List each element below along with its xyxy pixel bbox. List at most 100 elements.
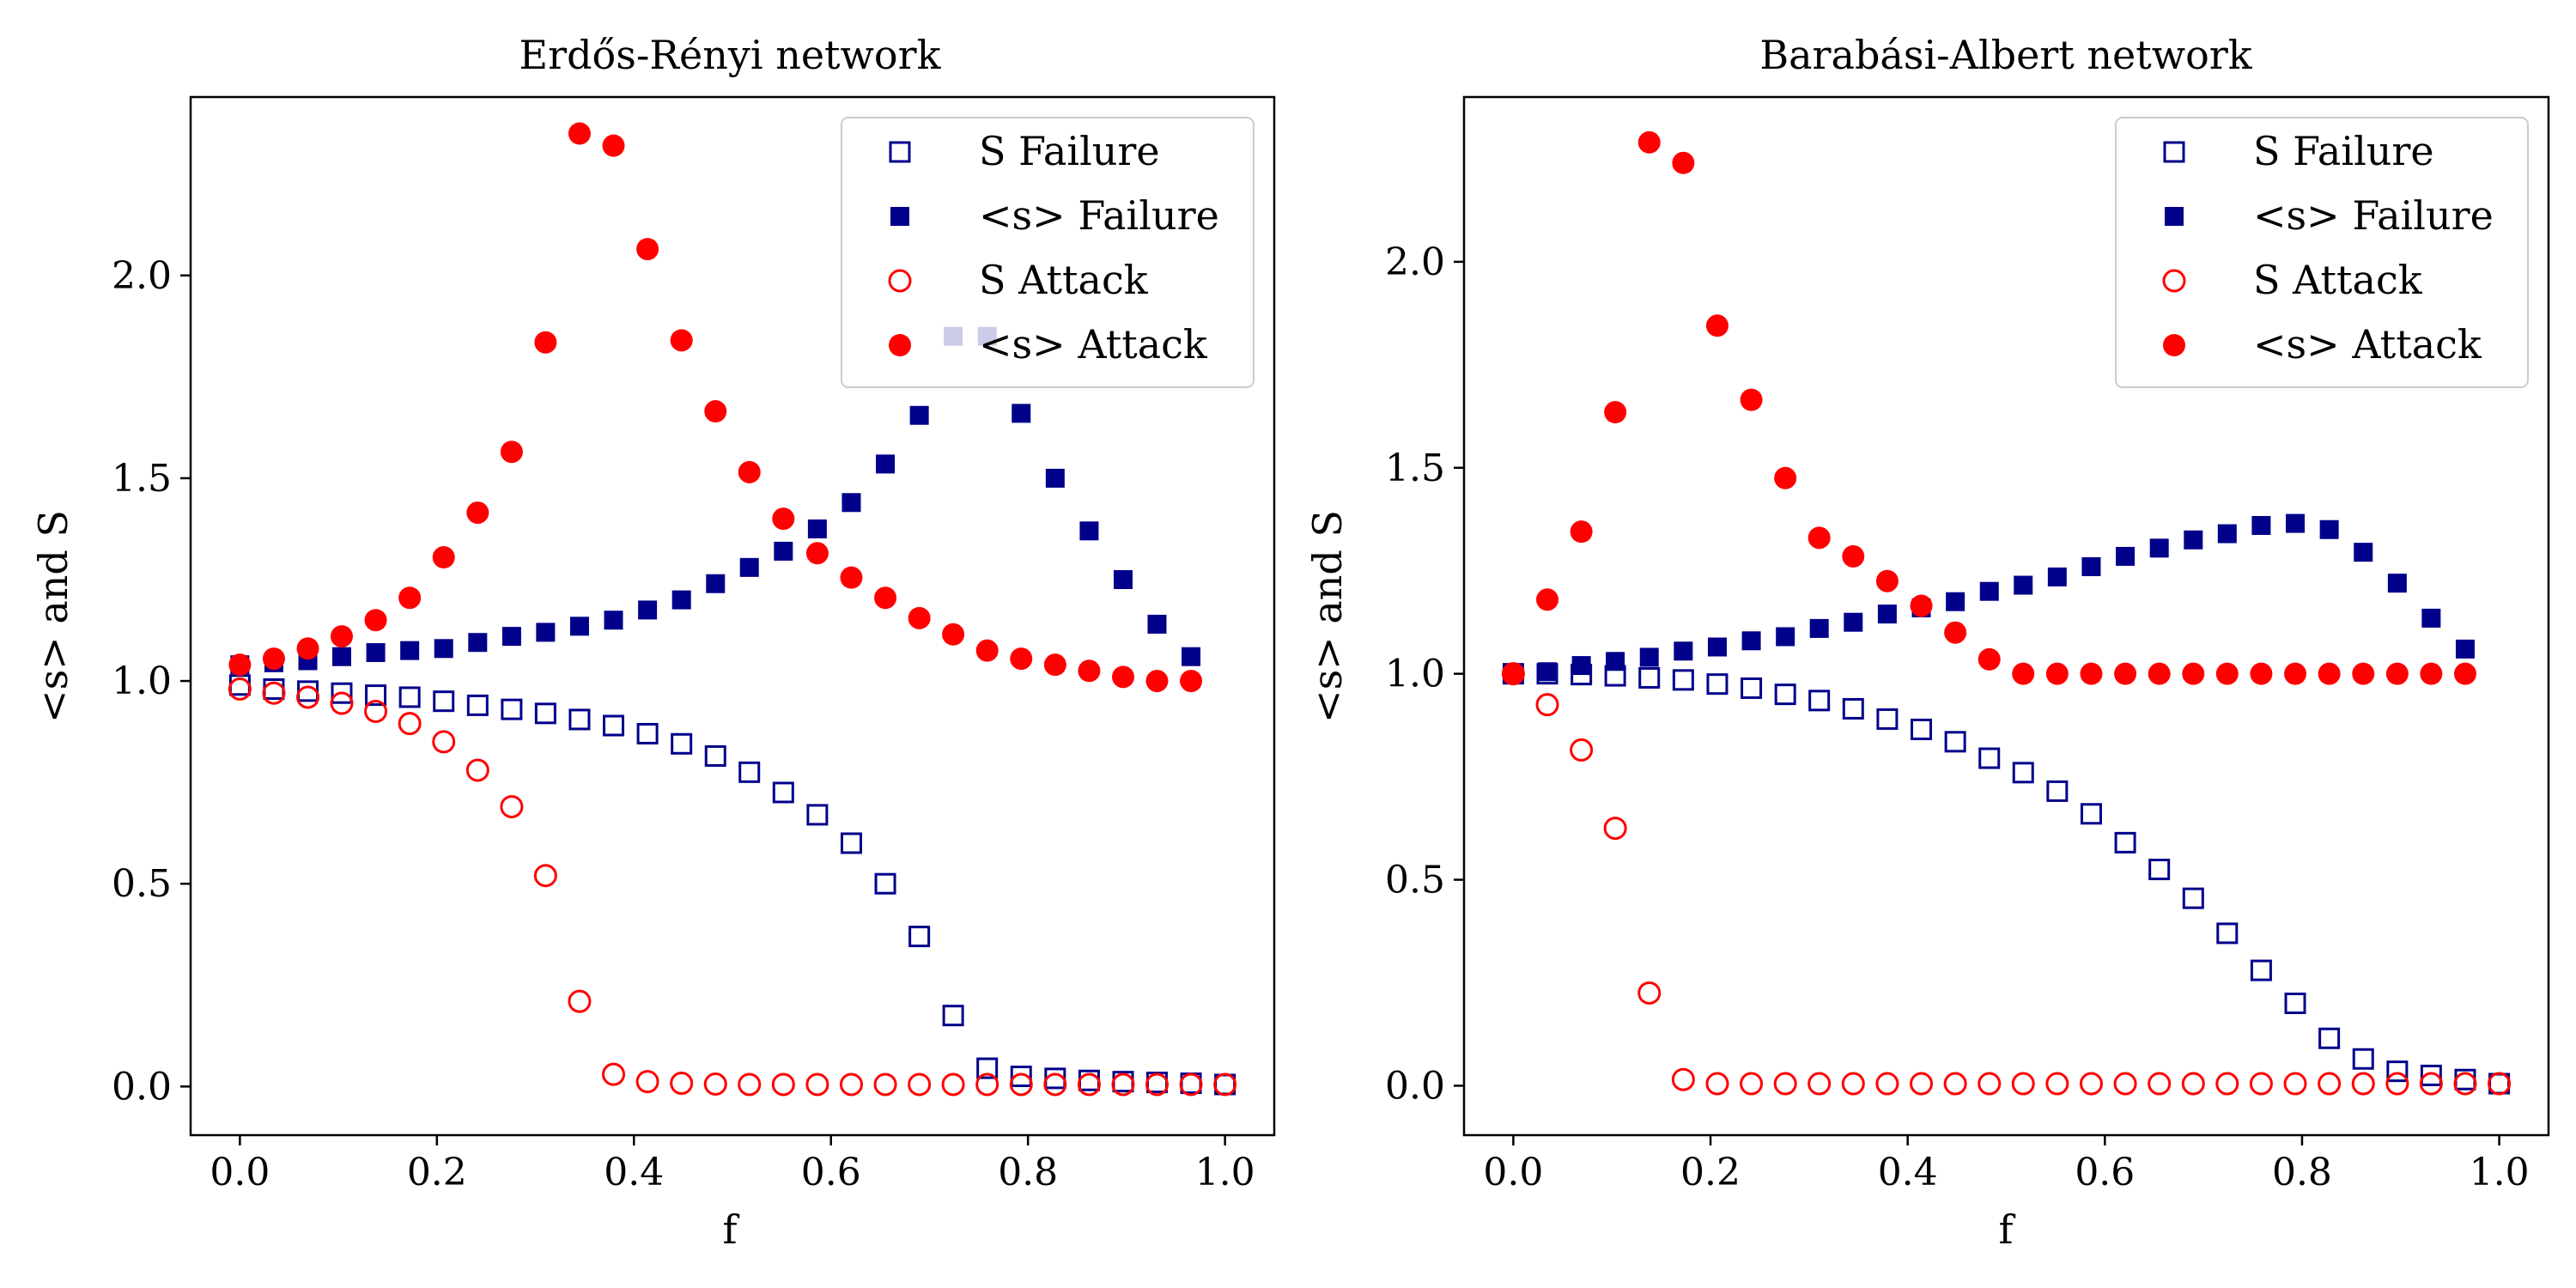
data-point-s-failure bbox=[1842, 697, 1864, 720]
data-point-s-attack bbox=[2318, 662, 2341, 685]
legend: S Failure <s> Failure S Attack <s> Attack bbox=[2115, 117, 2529, 388]
data-point-s-failure bbox=[1147, 614, 1167, 634]
data-point-s-attack bbox=[1604, 401, 1627, 424]
x-tick-label: 0.4 bbox=[604, 1151, 664, 1194]
x-tick-label: 1.0 bbox=[2470, 1151, 2530, 1194]
x-tick-label: 0.2 bbox=[1680, 1151, 1741, 1194]
data-point-s-attack bbox=[2182, 662, 2205, 685]
data-point-s-attack bbox=[2318, 1072, 2342, 1096]
panel-erdos-renyi: Erdős-Rényi network 0.0 0.2 0.4 0.6 0.8 1.00.… bbox=[30, 32, 1276, 1253]
legend-marker-s-attack bbox=[888, 269, 912, 293]
data-point-s-attack bbox=[1773, 1072, 1797, 1096]
data-point-s-attack bbox=[2080, 662, 2103, 685]
legend-marker-s-failure bbox=[2163, 141, 2185, 163]
data-point-s-failure bbox=[942, 1005, 964, 1027]
data-point-s-attack bbox=[2385, 1072, 2409, 1096]
data-point-s-attack bbox=[1112, 665, 1135, 689]
data-point-s-attack bbox=[670, 329, 693, 352]
data-point-s-failure bbox=[1012, 404, 1031, 423]
legend-marker-s-attack bbox=[2162, 269, 2186, 293]
data-point-s-attack bbox=[873, 1072, 897, 1097]
data-point-s-attack bbox=[1213, 1072, 1237, 1097]
data-point-s-failure bbox=[1639, 647, 1659, 667]
data-point-s-attack bbox=[398, 586, 422, 610]
data-point-s-failure bbox=[2148, 859, 2171, 881]
legend-box bbox=[2115, 117, 2529, 388]
data-point-s-attack bbox=[1705, 314, 1728, 337]
legend-label: S Attack bbox=[2253, 257, 2423, 303]
data-point-s-attack bbox=[2011, 1072, 2035, 1096]
data-point-s-attack bbox=[2283, 1072, 2307, 1096]
y-tick-label: 0.0 bbox=[1385, 1064, 1445, 1108]
data-point-s-failure bbox=[2354, 543, 2373, 562]
data-point-s-failure bbox=[807, 519, 827, 538]
y-tick-label: 1.5 bbox=[112, 457, 172, 501]
data-point-s-attack bbox=[1841, 1072, 1865, 1096]
data-point-s-failure bbox=[908, 926, 931, 948]
data-point-s-attack bbox=[1145, 1072, 1169, 1097]
data-point-s-failure bbox=[1182, 647, 1201, 666]
data-point-s-failure bbox=[2080, 803, 2102, 825]
data-point-s-attack bbox=[602, 1062, 626, 1086]
data-point-s-attack bbox=[738, 460, 761, 483]
data-point-s-failure bbox=[2455, 639, 2475, 659]
data-point-s-failure bbox=[400, 641, 420, 660]
data-point-s-attack bbox=[364, 699, 388, 723]
data-point-s-failure bbox=[1538, 662, 1558, 682]
legend-marker-s-attack bbox=[889, 334, 911, 356]
data-point-s-attack bbox=[228, 677, 252, 702]
data-point-s-failure bbox=[331, 647, 351, 666]
data-point-s-failure bbox=[2319, 519, 2339, 539]
y-tick-label: 0.5 bbox=[112, 862, 172, 906]
data-point-s-failure bbox=[1114, 569, 1133, 589]
x-tick-label: 0.8 bbox=[2272, 1151, 2332, 1194]
data-point-s-attack bbox=[1043, 653, 1066, 677]
data-point-s-attack bbox=[1774, 466, 1797, 489]
data-point-s-failure bbox=[1978, 747, 2001, 769]
legend: S Failure <s> Failure S Attack <s> Attack bbox=[841, 117, 1255, 388]
data-point-s-failure bbox=[1808, 690, 1831, 712]
data-point-s-failure bbox=[466, 694, 489, 716]
data-point-s-failure bbox=[2420, 1064, 2442, 1086]
legend-label: <s> Attack bbox=[2253, 321, 2482, 368]
data-point-s-attack bbox=[1111, 1072, 1135, 1097]
data-point-s-failure bbox=[1944, 731, 1966, 753]
data-point-s-failure bbox=[501, 627, 521, 647]
data-point-s-failure bbox=[604, 611, 623, 630]
data-point-s-failure bbox=[1809, 618, 1829, 638]
data-point-s-failure bbox=[398, 686, 421, 708]
data-point-s-failure bbox=[841, 493, 861, 513]
y-axis-label: <s> and S bbox=[30, 510, 76, 723]
data-point-s-attack bbox=[1875, 569, 1899, 592]
data-point-s-attack bbox=[703, 1072, 727, 1096]
y-tick-label: 1.5 bbox=[1385, 447, 1445, 490]
data-point-s-attack bbox=[2181, 1072, 2205, 1096]
data-point-s-attack bbox=[432, 546, 455, 569]
data-point-s-failure bbox=[2284, 992, 2306, 1014]
data-point-s-attack bbox=[466, 501, 489, 525]
data-point-s-attack bbox=[1910, 1072, 1934, 1096]
data-point-s-failure bbox=[1876, 708, 1899, 730]
data-point-s-attack bbox=[1009, 1072, 1033, 1097]
data-point-s-failure bbox=[2182, 887, 2204, 909]
data-point-s-failure bbox=[2421, 608, 2441, 628]
data-point-s-failure bbox=[1946, 592, 1965, 611]
data-point-s-attack bbox=[908, 1072, 932, 1097]
axes-frame bbox=[189, 95, 1276, 1137]
data-point-s-failure bbox=[638, 600, 658, 620]
data-point-s-attack bbox=[2453, 1072, 2477, 1096]
data-point-s-attack bbox=[840, 566, 863, 589]
data-point-s-failure bbox=[2114, 831, 2136, 854]
data-point-s-attack bbox=[534, 331, 557, 354]
data-point-s-attack bbox=[942, 623, 965, 646]
data-point-s-attack bbox=[1078, 659, 1101, 683]
data-point-s-attack bbox=[2215, 1072, 2239, 1096]
data-point-s-attack bbox=[500, 794, 524, 818]
data-point-s-failure bbox=[671, 590, 691, 610]
data-point-s-failure bbox=[1707, 637, 1727, 657]
x-tick-label: 1.0 bbox=[1195, 1151, 1255, 1194]
data-point-s-attack bbox=[262, 647, 285, 671]
data-point-s-attack bbox=[2419, 1072, 2443, 1096]
data-point-s-attack bbox=[2045, 1072, 2069, 1096]
data-point-s-failure bbox=[2286, 513, 2306, 533]
